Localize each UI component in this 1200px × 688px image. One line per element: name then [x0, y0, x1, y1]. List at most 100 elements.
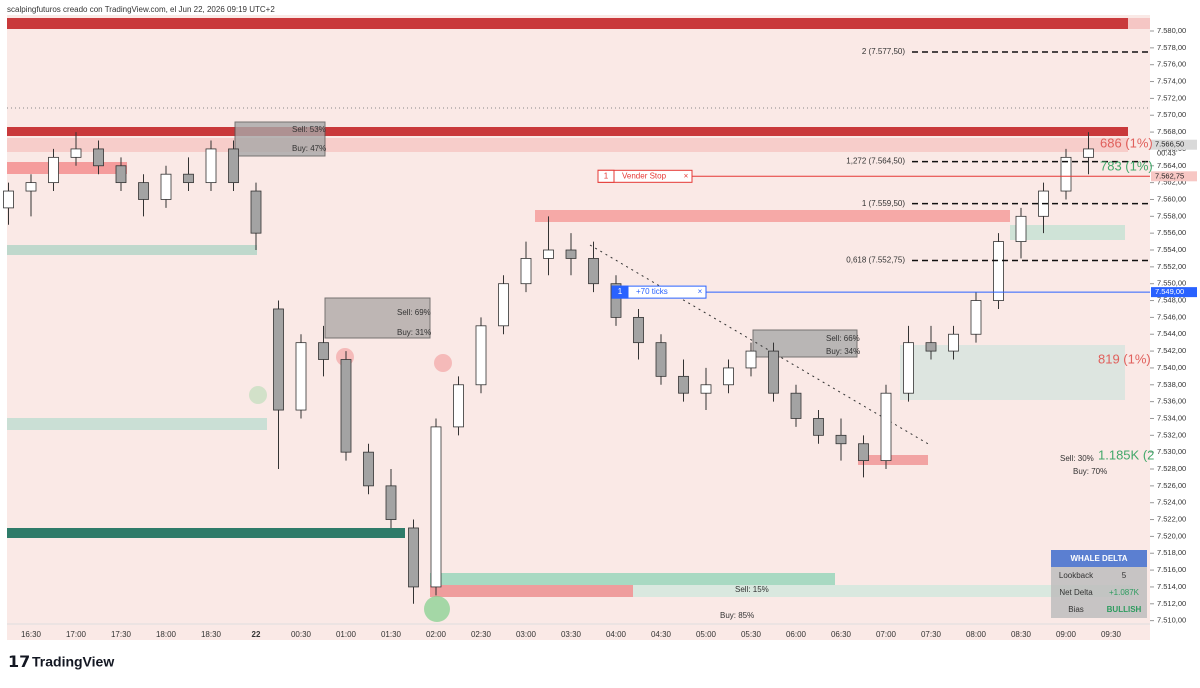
y-tick-label: 7.552,00: [1157, 262, 1186, 271]
zone: [7, 127, 1128, 136]
y-tick-label: 7.540,00: [1157, 363, 1186, 372]
candle-body: [138, 182, 149, 200]
y-tick-label: 7.510,00: [1157, 616, 1186, 625]
y-tick-label: 7.564,00: [1157, 161, 1186, 170]
x-tick-label: 17:30: [111, 630, 132, 639]
y-tick-label: 7.574,00: [1157, 77, 1186, 86]
order-close[interactable]: ×: [684, 171, 689, 180]
x-tick-label: 17:00: [66, 630, 87, 639]
candle-body: [228, 148, 239, 184]
fib-label: 0,618 (7.552,75): [846, 256, 905, 265]
delta-label: 783 (1%): [1100, 158, 1153, 173]
box-label: Sell: 69%: [397, 308, 431, 317]
candle-body: [768, 350, 779, 394]
candle-body: [295, 342, 307, 411]
zone: [858, 455, 928, 465]
candle-body: [858, 443, 869, 461]
candle-body: [25, 182, 37, 192]
fib-label: 2 (7.577,50): [862, 47, 905, 56]
x-tick-label: 03:30: [561, 630, 582, 639]
fib-label: 1 (7.559,50): [862, 199, 905, 208]
x-tick-label: 07:30: [921, 630, 942, 639]
y-tick-label: 7.546,00: [1157, 312, 1186, 321]
candle-body: [408, 527, 419, 588]
candle-body: [115, 165, 127, 184]
x-tick-label: 18:00: [156, 630, 177, 639]
table-cell: BULLISH: [1107, 605, 1142, 614]
countdown: 00:43: [1157, 149, 1176, 158]
bubble: [424, 596, 450, 622]
box-label: Sell: 66%: [826, 334, 860, 343]
table-cell: Net Delta: [1059, 588, 1093, 597]
candle-body: [678, 375, 689, 394]
order-text: +70 ticks: [636, 287, 668, 296]
price-label-box: [1151, 287, 1197, 298]
delta-label: 819 (1%): [1098, 351, 1151, 366]
brand: TradingView: [32, 654, 114, 670]
x-tick-label: 02:30: [471, 630, 492, 639]
table-cell: Bias: [1068, 605, 1084, 614]
y-tick-label: 7.516,00: [1157, 565, 1186, 574]
zone: [1128, 18, 1150, 29]
y-tick-label: 7.542,00: [1157, 346, 1186, 355]
candle-body: [970, 300, 982, 335]
order-qty-box: [597, 169, 615, 183]
table-cell: 5: [1122, 571, 1127, 580]
candle-body: [363, 451, 374, 487]
y-tick-label: 7.530,00: [1157, 447, 1186, 456]
order-close[interactable]: ×: [698, 287, 703, 296]
candle-body: [183, 173, 194, 184]
y-tick-label: 7.550,00: [1157, 279, 1186, 288]
candle-body: [273, 308, 284, 411]
price-label: 7.562,75: [1155, 171, 1184, 180]
y-tick-label: 7.512,00: [1157, 599, 1186, 608]
zone: [7, 18, 1128, 29]
candle-body: [475, 325, 487, 386]
zone: [633, 585, 1133, 597]
candle-body: [633, 316, 644, 344]
indicator-table: WHALE DELTA Lookback 5 Net Delta +1.087K…: [1051, 550, 1147, 618]
y-tick-label: 7.524,00: [1157, 498, 1186, 507]
y-tick-label: 7.580,00: [1157, 26, 1186, 35]
candle-body: [993, 241, 1004, 301]
candle-body: [543, 249, 554, 259]
candle-body: [1015, 215, 1027, 242]
y-tick-label: 7.548,00: [1157, 296, 1186, 305]
y-tick-label: 7.518,00: [1157, 548, 1186, 557]
box-label: Sell: 15%: [735, 585, 769, 594]
x-tick-label: 04:00: [606, 630, 627, 639]
x-tick-label: 22: [252, 630, 261, 639]
candle-body: [700, 384, 712, 394]
y-tick-label: 7.528,00: [1157, 464, 1186, 473]
y-tick-label: 7.520,00: [1157, 531, 1186, 540]
delta-label: 686 (1%): [1100, 135, 1153, 150]
x-tick-label: 09:00: [1056, 630, 1077, 639]
zone: [7, 138, 1128, 152]
x-tick-label: 05:00: [696, 630, 717, 639]
x-tick-label: 06:00: [786, 630, 807, 639]
y-tick-label: 7.538,00: [1157, 380, 1186, 389]
x-tick-label: 07:00: [876, 630, 897, 639]
x-tick-label: 16:30: [21, 630, 42, 639]
table-title: WHALE DELTA: [1070, 554, 1127, 563]
x-tick-label: 09:30: [1101, 630, 1122, 639]
candle-body: [745, 350, 757, 369]
candle-body: [498, 283, 509, 327]
x-tick-label: 05:30: [741, 630, 762, 639]
y-tick-label: 7.532,00: [1157, 430, 1186, 439]
y-tick-label: 7.572,00: [1157, 93, 1186, 102]
x-tick-label: 00:30: [291, 630, 312, 639]
order-qty-box: [611, 285, 629, 299]
zone: [430, 573, 835, 585]
candle-body: [723, 367, 734, 386]
box-label: Buy: 47%: [292, 144, 326, 153]
candle-body: [925, 342, 937, 352]
y-tick-label: 7.578,00: [1157, 43, 1186, 52]
price-label-box: [1151, 139, 1197, 150]
candle-body: [430, 426, 442, 588]
x-tick-label: 01:00: [336, 630, 357, 639]
candle-body: [588, 258, 599, 285]
footer: 𝟭𝟳 TradingView: [8, 654, 114, 672]
zone: [7, 162, 127, 174]
